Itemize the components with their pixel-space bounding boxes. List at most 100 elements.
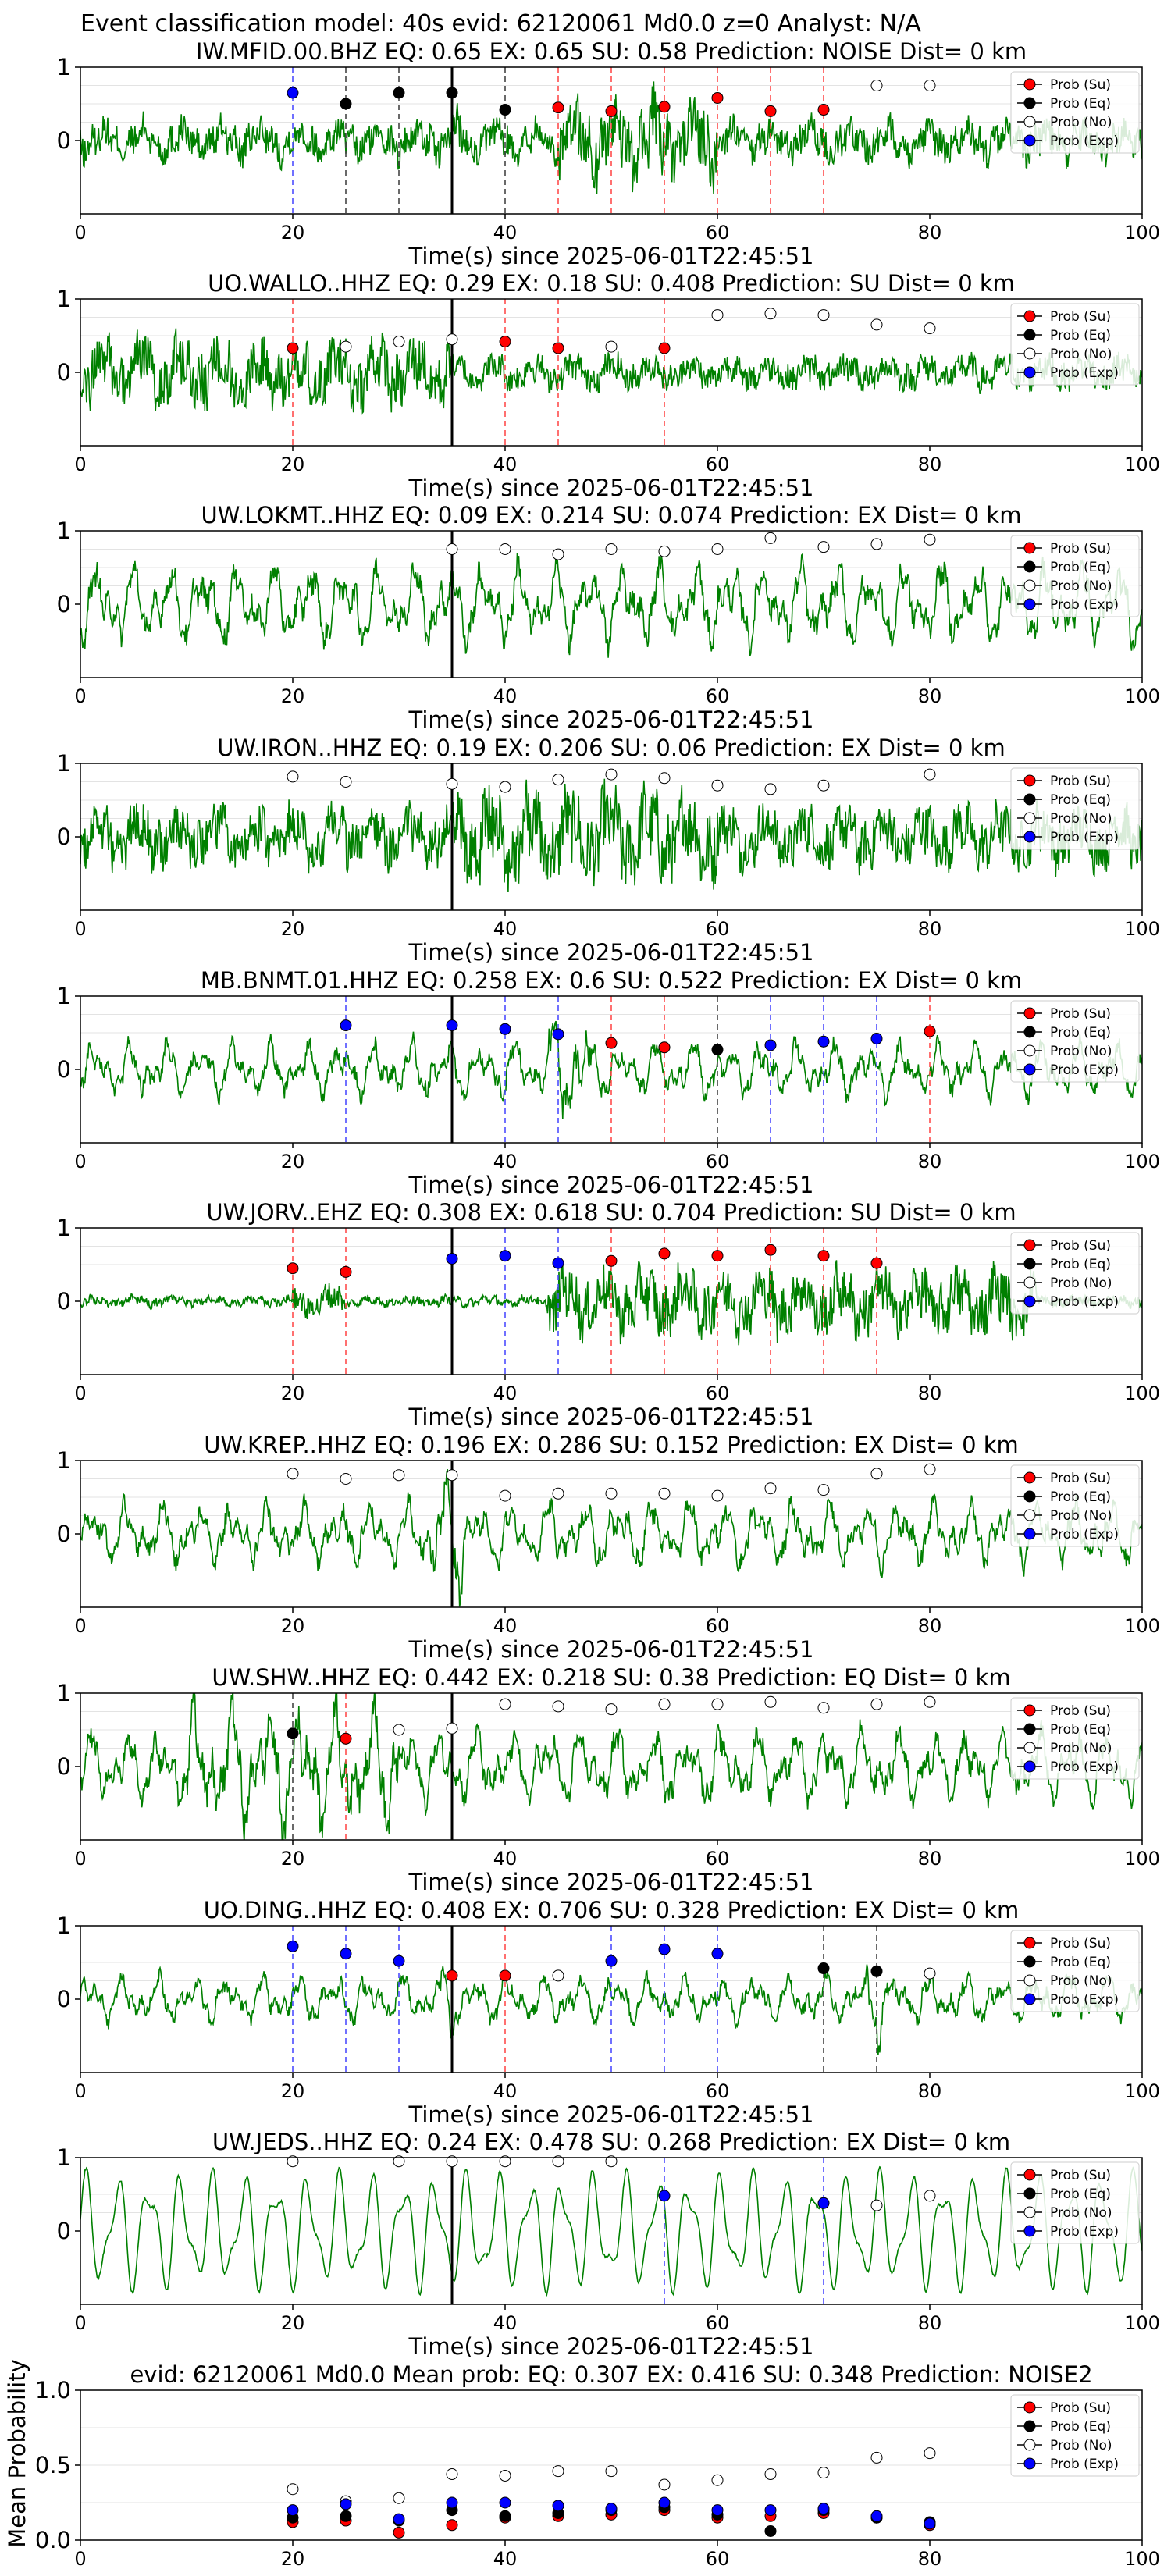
x-tick-label: 60 <box>706 222 730 244</box>
x-axis-label: Time(s) since 2025-06-01T22:45:51 <box>408 1404 814 1430</box>
prob-point-exp <box>605 1955 618 1967</box>
prob-point-eq <box>393 87 405 99</box>
legend-marker-su <box>1023 1007 1036 1019</box>
x-tick-label: 0 <box>74 685 86 707</box>
x-tick-label: 40 <box>493 454 518 475</box>
legend-label-no: Prob (No) <box>1050 1276 1112 1291</box>
prob-point-no <box>552 1969 564 1982</box>
prob-point-exp <box>393 1955 405 1967</box>
legend-label-exp: Prob (Exp) <box>1050 2457 1119 2472</box>
legend-marker-no <box>1023 1044 1036 1057</box>
prob-point-su <box>340 1265 352 1278</box>
prob-point-no <box>870 1698 883 1710</box>
y-tick-label: 1 <box>57 54 71 80</box>
y-tick-label: 1 <box>57 1215 71 1241</box>
x-tick-label: 60 <box>706 1382 730 1404</box>
panel-title: MB.BNMT.01.HHZ EQ: 0.258 EX: 0.6 SU: 0.5… <box>201 967 1022 994</box>
prob-point-su <box>552 101 564 114</box>
mean-prob-point-no <box>711 2474 724 2486</box>
y-tick-label: 1 <box>57 983 71 1009</box>
legend-label-su: Prob (Su) <box>1050 1238 1111 1254</box>
x-tick-label: 100 <box>1124 1151 1160 1172</box>
mean-prob-point-su <box>393 2526 405 2539</box>
prob-point-no <box>287 770 299 783</box>
prob-point-no <box>764 532 777 544</box>
legend-label-no: Prob (No) <box>1050 115 1112 130</box>
mean-prob-point-no <box>393 2492 405 2504</box>
mean-prob-point-eq <box>499 2510 511 2522</box>
prob-point-exp <box>499 1250 511 1262</box>
y-tick-label: 0.5 <box>35 2452 71 2478</box>
prob-point-su <box>764 1244 777 1256</box>
legend-marker-eq <box>1023 2187 1036 2200</box>
panel-title: UW.JEDS..HHZ EQ: 0.24 EX: 0.478 SU: 0.26… <box>212 2129 1010 2155</box>
waveform-trace <box>80 1020 1142 1119</box>
legend-label-no: Prob (No) <box>1050 2205 1112 2221</box>
legend-marker-exp <box>1023 2457 1036 2470</box>
prob-point-no <box>711 309 724 322</box>
mean-prob-point-no <box>817 2467 830 2479</box>
x-tick-label: 0 <box>74 1382 86 1404</box>
panel-title: UW.KREP..HHZ EQ: 0.196 EX: 0.286 SU: 0.1… <box>204 1432 1019 1458</box>
x-tick-label: 60 <box>706 1615 730 1637</box>
legend-marker-no <box>1023 2206 1036 2218</box>
legend-label-exp: Prob (Exp) <box>1050 597 1119 613</box>
prob-point-no <box>605 768 618 781</box>
legend-marker-no <box>1023 1742 1036 1754</box>
mean-prob-point-no <box>499 2469 511 2482</box>
prob-point-eq <box>870 1965 883 1977</box>
legend-marker-no <box>1023 347 1036 360</box>
prob-point-su <box>287 342 299 354</box>
x-tick-label: 20 <box>281 1151 305 1172</box>
mean-prob-point-exp <box>340 2498 352 2510</box>
x-tick-label: 0 <box>74 2080 86 2102</box>
x-tick-label: 100 <box>1124 2548 1160 2570</box>
prob-point-no <box>924 1695 936 1708</box>
y-tick-label: 0 <box>57 1986 71 2012</box>
prob-point-no <box>870 2199 883 2211</box>
x-tick-label: 20 <box>281 1848 305 1870</box>
x-tick-label: 0 <box>74 2312 86 2334</box>
legend-label-no: Prob (No) <box>1050 811 1112 827</box>
prob-point-no <box>393 2155 405 2168</box>
y-tick-label: 1 <box>57 1912 71 1939</box>
mean-prob-point-exp <box>446 2496 458 2509</box>
prob-point-su <box>870 1257 883 1269</box>
legend: Prob (Su) Prob (Eq) Prob (No) Prob (Exp) <box>1010 2394 1140 2477</box>
chart-panel-3: UW.LOKMT..HHZ EQ: 0.09 EX: 0.214 SU: 0.0… <box>57 502 1160 733</box>
legend-box <box>1010 1930 1140 2012</box>
mean-prob-point-no <box>446 2468 458 2481</box>
plot-area <box>80 531 1142 678</box>
prob-point-no <box>340 1473 352 1485</box>
legend-marker-exp <box>1023 1295 1036 1308</box>
prob-point-eq <box>499 104 511 116</box>
x-tick-label: 40 <box>493 1615 518 1637</box>
y-tick-label: 0 <box>57 2218 71 2244</box>
x-tick-label: 60 <box>706 2312 730 2334</box>
legend-label-su: Prob (Su) <box>1050 309 1111 325</box>
x-tick-label: 100 <box>1124 1615 1160 1637</box>
y-tick-label: 0 <box>57 359 71 386</box>
x-tick-label: 0 <box>74 1151 86 1172</box>
prob-point-exp <box>870 1033 883 1045</box>
x-axis-label: Time(s) since 2025-06-01T22:45:51 <box>408 706 814 733</box>
x-tick-label: 0 <box>74 918 86 940</box>
legend-label-eq: Prob (Eq) <box>1050 328 1111 343</box>
legend-marker-eq <box>1023 1723 1036 1735</box>
prob-point-no <box>924 768 936 781</box>
x-tick-label: 80 <box>918 1151 942 1172</box>
x-tick-label: 80 <box>918 685 942 707</box>
mean-prob-point-eq <box>764 2524 777 2537</box>
prob-point-no <box>817 309 830 322</box>
prob-point-no <box>605 543 618 555</box>
legend-marker-su <box>1023 2401 1036 2414</box>
legend: Prob (Su) Prob (Eq) Prob (No) Prob (Exp) <box>1010 1697 1140 1780</box>
legend-marker-exp <box>1023 1063 1036 1076</box>
legend-box <box>1010 2161 1140 2244</box>
prob-point-exp <box>711 1948 724 1960</box>
x-tick-label: 80 <box>918 1382 942 1404</box>
y-tick-label: 1.0 <box>35 2377 71 2403</box>
x-tick-label: 20 <box>281 1382 305 1404</box>
prob-point-su <box>605 1037 618 1049</box>
mean-prob-point-no <box>870 2451 883 2464</box>
